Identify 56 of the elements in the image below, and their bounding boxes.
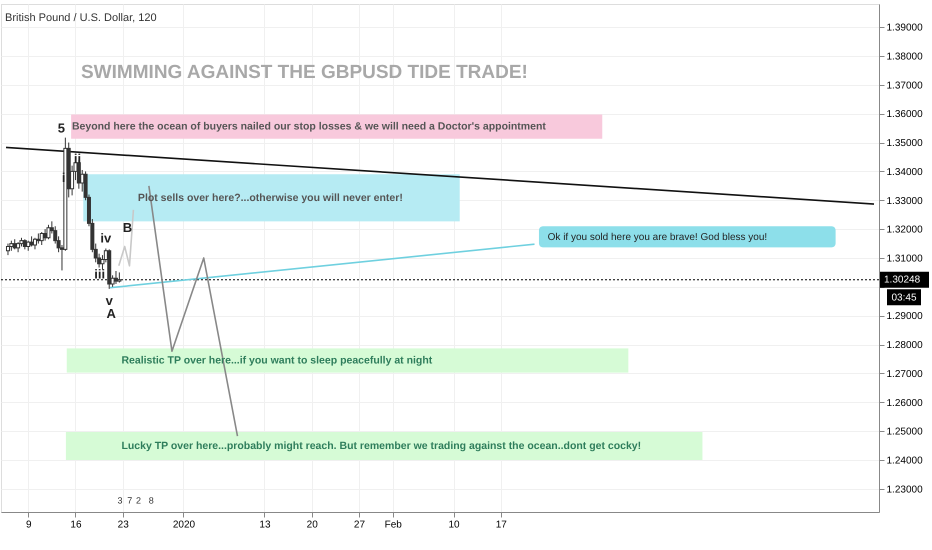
candlestick xyxy=(114,270,118,284)
band-label: Lucky TP over here...probably might reach. But remember we trading against the ocean..dont get cocky! xyxy=(121,440,642,452)
candlestick xyxy=(46,224,50,240)
annotation: B xyxy=(122,220,132,235)
candlestick xyxy=(117,272,122,284)
candlestick xyxy=(26,240,30,252)
x-tick-label: 13 xyxy=(259,520,271,530)
annotation: 5 xyxy=(58,120,65,136)
text: 03:45 xyxy=(891,292,917,304)
annotation: A xyxy=(106,306,117,321)
x-tick-label: 2020 xyxy=(172,520,196,530)
candlestick xyxy=(30,236,34,247)
text: British Pound / U.S. Dollar, 120 xyxy=(5,12,157,24)
text: SWIMMING AGAINST THE GBPUSD TIDE TRADE! xyxy=(81,62,528,83)
y-tick-label: 1.32000 xyxy=(886,224,924,236)
x-tick-label: 20 xyxy=(306,520,318,530)
y-tick-label: 1.31000 xyxy=(886,254,924,264)
y-tick-label: 1.23000 xyxy=(886,484,924,496)
y-tick-label: 1.36000 xyxy=(886,109,924,120)
candlestick xyxy=(12,238,17,250)
ref-line-label: 1.30248 xyxy=(884,274,921,286)
x-tick-label: Feb xyxy=(384,520,402,530)
x-tick-label: 10 xyxy=(448,520,460,530)
annotation: 2 xyxy=(136,496,142,506)
x-tick-label: 16 xyxy=(70,520,82,530)
annotation: ii xyxy=(74,151,82,166)
y-tick-label: 1.39000 xyxy=(886,22,924,34)
x-tick-label: 9 xyxy=(26,520,32,530)
y-tick-label: 1.38000 xyxy=(886,51,924,62)
x-tick-label: 23 xyxy=(118,520,130,530)
candlestick xyxy=(43,228,48,242)
candlestick xyxy=(6,243,10,256)
annotation: iv xyxy=(100,230,112,246)
annotation: iii xyxy=(94,266,106,282)
y-tick-label: 1.28000 xyxy=(886,340,924,352)
y-tick-label: 1.29000 xyxy=(886,311,924,322)
y-tick-label: 1.34000 xyxy=(886,166,924,178)
annotation: 8 xyxy=(148,496,154,506)
band-label: Ok if you sold here you are brave! God bless you! xyxy=(548,232,768,243)
x-tick-label: 17 xyxy=(496,520,508,530)
annotation: 7 xyxy=(127,496,132,506)
y-tick-label: 1.35000 xyxy=(886,138,924,150)
candlestick xyxy=(40,232,44,246)
y-tick-label: 1.26000 xyxy=(886,398,924,409)
y-tick-label: 1.25000 xyxy=(886,426,924,438)
annotation: v xyxy=(106,292,114,308)
x-tick-label: 27 xyxy=(354,520,366,530)
band-label: Beyond here the ocean of buyers nailed our stop losses & we will need a Doctor's appointment xyxy=(72,120,546,133)
y-tick-label: 1.37000 xyxy=(886,80,924,92)
candlestick xyxy=(16,242,20,253)
annotation: i xyxy=(62,170,66,186)
y-tick-label: 1.24000 xyxy=(886,456,924,467)
annotation: 3 xyxy=(118,496,123,506)
y-tick-label: 1.33000 xyxy=(886,196,924,207)
candlestick xyxy=(32,237,37,250)
y-tick-label: 1.27000 xyxy=(886,368,924,380)
